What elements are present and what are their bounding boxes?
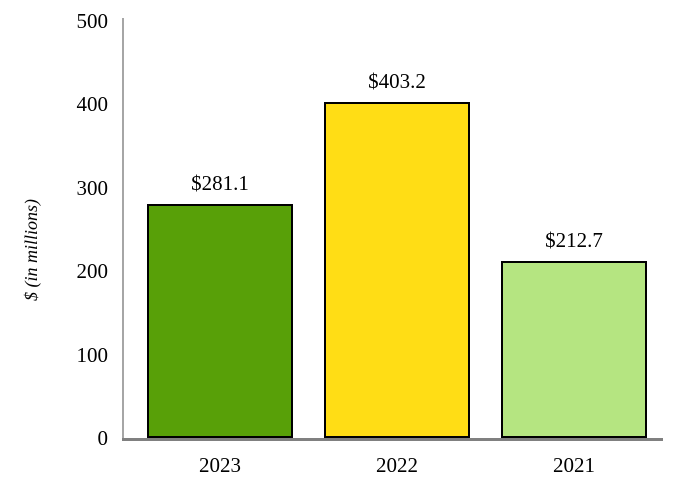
x-tick-label: 2021 — [553, 453, 595, 477]
y-tick-label: 300 — [76, 176, 109, 200]
bar-2021 — [501, 261, 647, 438]
x-tick-label: 2023 — [199, 453, 241, 477]
x-axis-line — [122, 438, 663, 441]
bar-value-label: $281.1 — [191, 171, 249, 195]
bar-2022 — [324, 102, 470, 438]
y-tick-label: 100 — [76, 343, 109, 367]
bar-value-label: $212.7 — [545, 228, 603, 252]
y-axis-line — [122, 18, 124, 441]
y-tick-label: 0 — [97, 426, 109, 450]
y-tick-label: 400 — [76, 92, 109, 116]
y-tick-label: 200 — [76, 259, 109, 283]
bar-2023 — [147, 204, 293, 438]
bar-value-label: $403.2 — [368, 69, 426, 93]
x-tick-label: 2022 — [376, 453, 418, 477]
y-tick-label: 500 — [76, 9, 109, 33]
